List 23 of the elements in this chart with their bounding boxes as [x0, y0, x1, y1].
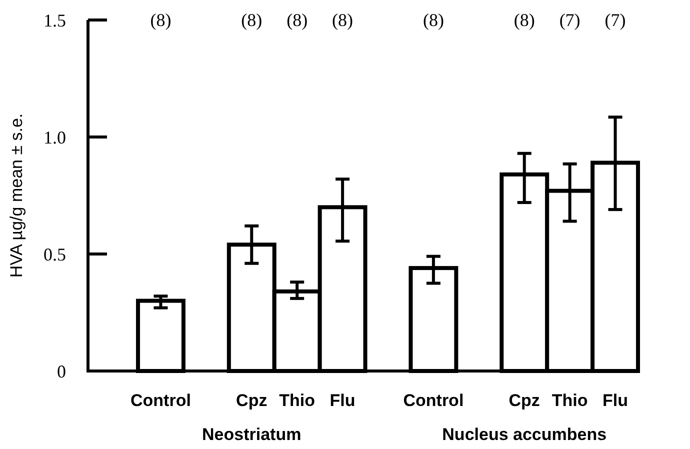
x-tick-label: Cpz: [508, 391, 540, 410]
annotation: (8): [422, 10, 444, 30]
annotation: (8): [514, 10, 535, 30]
y-axis-title: HVA µg/g mean ± s.e.: [7, 113, 26, 278]
annotation: (7): [604, 10, 626, 30]
y-tick-label: 0.5: [44, 244, 66, 264]
y-tick-label: 1.5: [44, 10, 66, 30]
text: Neostriatum: [202, 425, 302, 444]
annotation: (8): [332, 10, 354, 30]
annotation: (8): [150, 10, 172, 30]
annotation: (8): [286, 10, 308, 30]
annotation: (8): [241, 10, 262, 30]
x-tick-label: Control: [403, 391, 464, 410]
x-tick-label: Flu: [330, 391, 356, 410]
y-tick-label: 1.0: [44, 127, 66, 148]
x-tick-label: Control: [130, 391, 191, 410]
y-tick-label: 0: [57, 361, 66, 382]
x-tick-label: Thio: [552, 391, 588, 410]
annotation: (7): [559, 10, 580, 30]
x-tick-label: Flu: [602, 391, 628, 410]
x-tick-label: Cpz: [236, 391, 268, 410]
x-tick-label: Thio: [279, 391, 316, 410]
text: Nucleus accumbens: [442, 425, 607, 444]
